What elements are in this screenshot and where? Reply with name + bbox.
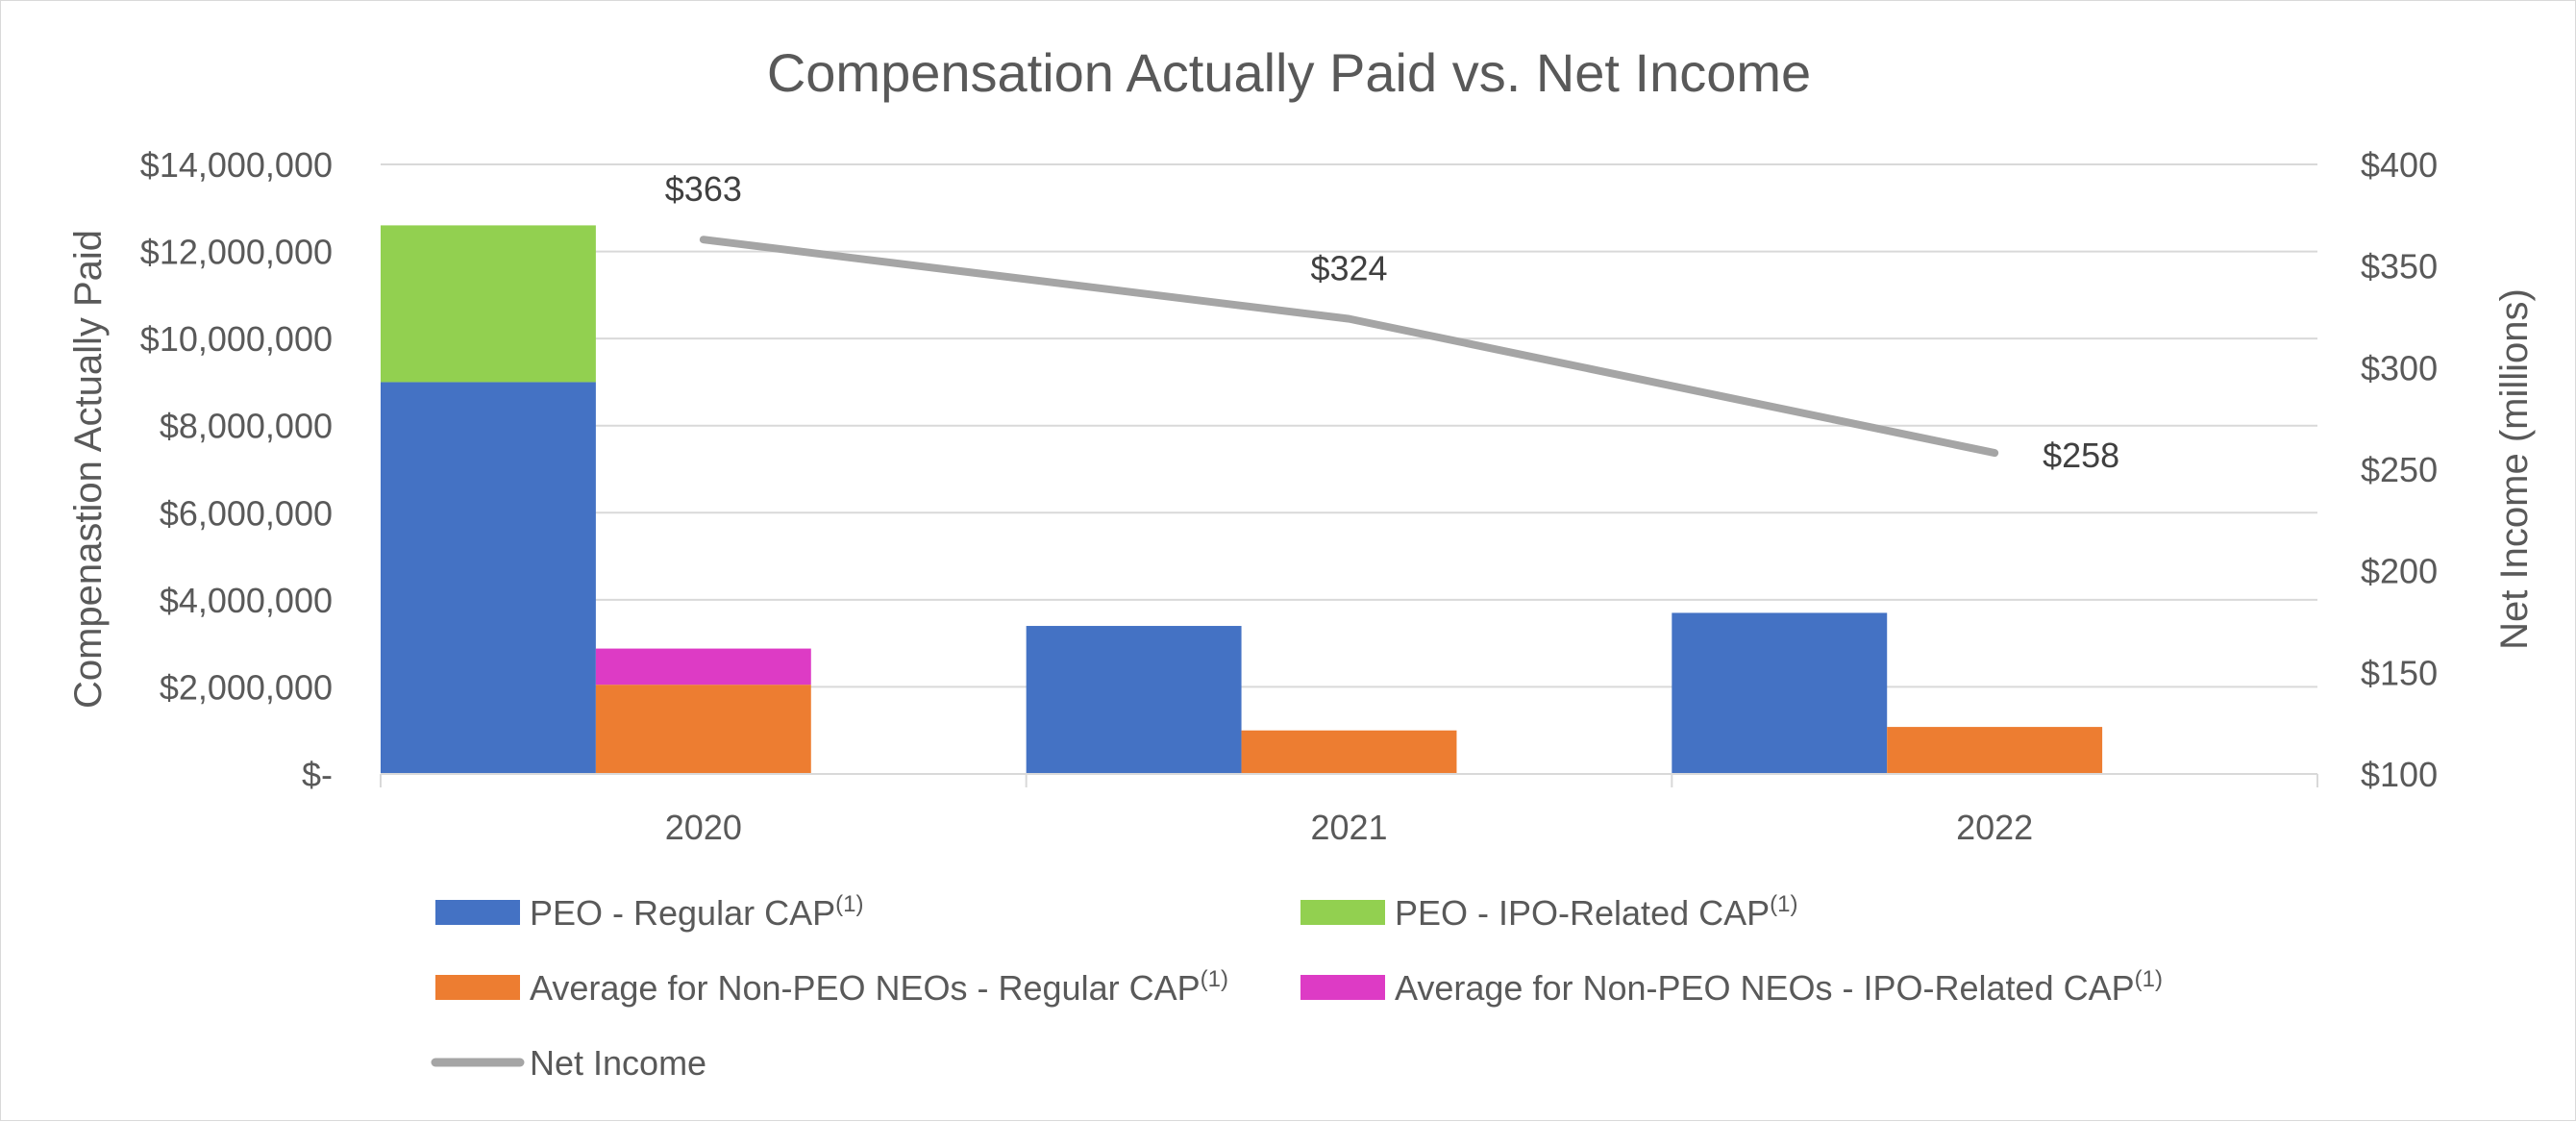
bar-average-for-non-peo-neos-ipo-related-cap-2020	[595, 648, 811, 686]
y-tick-label: $8,000,000	[160, 407, 333, 446]
legend-average-for-non-peo-neos-ipo-related-cap-label: Average for Non-PEO NEOs - IPO-Related C…	[1395, 966, 2163, 1008]
y2-tick-label: $100	[2361, 755, 2438, 794]
y-tick-label: $6,000,000	[160, 493, 333, 533]
bar-average-for-non-peo-neos-regular-cap-2021	[1241, 730, 1457, 774]
x-tick-label: 2020	[665, 808, 742, 847]
legend-average-for-non-peo-neos-ipo-related-cap-footnote: (1)	[2135, 966, 2163, 992]
net-income-line-layer: $363 $324 $258	[665, 169, 2119, 475]
net-income-point	[1348, 317, 1350, 320]
legend-peo-regular-cap-footnote: (1)	[835, 891, 863, 917]
legend-average-for-non-peo-neos-ipo-related-cap-swatch	[1300, 975, 1385, 1000]
legend-average-for-non-peo-neos-regular-cap-swatch	[435, 975, 520, 1000]
bars	[381, 225, 2103, 774]
net-income-point	[1994, 452, 1996, 455]
legend-peo-regular-cap-swatch	[435, 900, 520, 925]
y-tick-label: $4,000,000	[160, 581, 333, 620]
y2-tick-label: $150	[2361, 653, 2438, 692]
y-tick-label: $-	[302, 755, 333, 794]
legend-average-for-non-peo-neos-regular-cap-label: Average for Non-PEO NEOs - Regular CAP(1…	[530, 966, 1228, 1008]
bar-average-for-non-peo-neos-regular-cap-2022	[1887, 727, 2103, 774]
legend-peo-regular-cap-label: PEO - Regular CAP(1)	[530, 891, 863, 933]
bar-peo-regular-cap-2022	[1672, 612, 1888, 774]
y2-tick-label: $200	[2361, 552, 2438, 591]
legend-net-income-label: Net Income	[530, 1043, 706, 1083]
legend-peo-ipo-related-cap-swatch	[1300, 900, 1385, 925]
legend: PEO - Regular CAP(1) PEO - IPO-Related CA…	[431, 891, 2163, 1083]
x-tick-label: 2022	[1956, 808, 2033, 847]
bar-peo-ipo-related-cap-2020	[381, 225, 596, 383]
bar-average-for-non-peo-neos-regular-cap-2020	[595, 685, 811, 774]
legend-average-for-non-peo-neos-regular-cap-footnote: (1)	[1201, 966, 1228, 992]
bar-peo-regular-cap-2021	[1026, 626, 1242, 774]
legend-peo-ipo-related-cap-label: PEO - IPO-Related CAP(1)	[1395, 891, 1797, 933]
y2-tick-label: $350	[2361, 247, 2438, 287]
y-tick-label: $10,000,000	[140, 319, 333, 359]
chart-title: Compensation Actually Paid vs. Net Incom…	[767, 42, 1811, 103]
axes: $- $2,000,000 $4,000,000 $6,000,000 $8,000,0…	[67, 145, 2536, 847]
y-tick-label: $14,000,000	[140, 145, 333, 185]
y-tick-label: $12,000,000	[140, 233, 333, 272]
y-tick-label: $2,000,000	[160, 667, 333, 707]
net-income-data-label: $324	[1310, 249, 1387, 288]
net-income-data-label: $363	[665, 169, 742, 209]
y2-tick-label: $300	[2361, 348, 2438, 387]
y2-tick-label: $400	[2361, 145, 2438, 185]
legend-peo-ipo-related-cap-footnote: (1)	[1770, 891, 1797, 917]
y2-tick-label: $250	[2361, 450, 2438, 489]
bar-peo-regular-cap-2020	[381, 382, 596, 774]
y-axis-title: Compenastion Actually Paid	[67, 230, 110, 709]
x-tick-label: 2021	[1310, 808, 1387, 847]
net-income-point	[702, 238, 705, 241]
net-income-data-label: $258	[2043, 436, 2119, 475]
y2-axis-title: Net Income (millions)	[2493, 288, 2536, 650]
